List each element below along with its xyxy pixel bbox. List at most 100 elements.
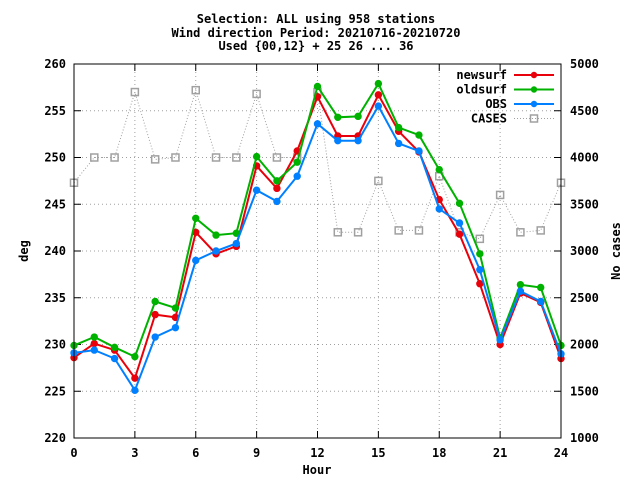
data-point-obs (252, 186, 261, 194)
data-point-oldsurf (313, 82, 322, 91)
data-point-obs (293, 172, 301, 180)
data-point-cases (90, 153, 99, 162)
y-tick-label: 255 (44, 104, 66, 118)
y2-tick-label: 4000 (570, 151, 599, 165)
data-point-oldsurf (455, 199, 464, 208)
x-tick-label: 0 (70, 446, 77, 460)
data-point-obs (110, 354, 119, 363)
x-tick-label: 21 (493, 446, 507, 460)
data-point-oldsurf (131, 352, 139, 361)
y-tick-label: 250 (44, 151, 66, 165)
y-tick-label: 245 (44, 197, 66, 211)
chart-title: Selection: ALL using 958 stations Wind d… (172, 12, 461, 53)
data-point-obs (313, 120, 322, 128)
data-point-newsurf (131, 374, 139, 382)
data-point-cases (191, 85, 200, 95)
data-point-cases (150, 155, 160, 164)
data-point-obs (496, 336, 504, 344)
data-point-oldsurf (394, 123, 403, 132)
y-tick-label: 220 (44, 431, 66, 445)
y2-tick-label: 2000 (570, 338, 599, 352)
data-point-cases (374, 176, 383, 186)
data-point-obs (537, 297, 545, 306)
y2-axis-label: No cases (609, 222, 623, 280)
data-point-obs (354, 136, 362, 145)
data-point-cases (211, 153, 221, 162)
chart-title-line-2: Wind direction Period: 20210716-20210720 (172, 26, 461, 40)
data-point-oldsurf (374, 79, 383, 88)
data-point-obs (232, 239, 241, 248)
data-point-oldsurf (476, 250, 484, 258)
data-point-obs (476, 266, 484, 274)
data-point-obs (455, 219, 464, 227)
data-point-oldsurf (516, 280, 525, 289)
legend-label-newsurf: newsurf (456, 68, 507, 82)
data-point-cases (130, 87, 140, 97)
y2-tick-label: 1000 (570, 431, 599, 445)
data-point-cases (333, 228, 343, 237)
data-point-obs (90, 346, 98, 354)
data-point-cases (252, 89, 261, 99)
legend-label-obs: OBS (485, 97, 507, 111)
y2-tick-label: 2500 (570, 291, 599, 305)
y2-tick-label: 3000 (570, 244, 599, 258)
data-point-obs (374, 102, 383, 110)
legend-marker-oldsurf (530, 86, 538, 93)
y-tick-label: 225 (44, 384, 66, 398)
data-point-oldsurf (415, 131, 423, 139)
data-point-oldsurf (293, 158, 301, 166)
data-point-obs (516, 287, 525, 295)
data-point-obs (394, 139, 403, 148)
data-point-newsurf (374, 91, 383, 99)
x-tick-label: 18 (432, 446, 446, 460)
data-point-obs (334, 136, 342, 145)
data-point-cases (475, 234, 485, 244)
data-point-cases (394, 226, 403, 235)
data-point-oldsurf (334, 113, 342, 121)
data-point-newsurf (151, 310, 159, 319)
data-point-obs (171, 323, 180, 332)
x-tick-label: 24 (554, 446, 568, 460)
data-point-cases (272, 153, 282, 162)
data-point-newsurf (476, 280, 484, 288)
y2-tick-label: 5000 (570, 57, 599, 71)
data-point-cases (353, 228, 363, 237)
x-tick-label: 3 (131, 446, 138, 460)
data-point-oldsurf (192, 214, 200, 222)
y2-tick-label: 4500 (570, 104, 599, 118)
data-point-newsurf (455, 230, 464, 238)
legend-marker-obs (530, 100, 538, 108)
x-tick-label: 6 (192, 446, 199, 460)
x-tick-label: 15 (371, 446, 385, 460)
y2-tick-label: 3500 (570, 197, 599, 211)
data-point-oldsurf (110, 343, 119, 352)
y-axis-label: deg (17, 240, 31, 262)
y-tick-label: 260 (44, 57, 66, 71)
legend-label-oldsurf: oldsurf (456, 83, 507, 97)
data-point-obs (131, 386, 139, 395)
data-point-newsurf (90, 339, 98, 348)
data-point-cases (536, 226, 545, 235)
data-point-oldsurf (212, 231, 220, 239)
chart-title-line-3: Used {00,12} + 25 26 ... 36 (218, 39, 413, 53)
data-point-cases (110, 153, 119, 162)
data-point-newsurf (273, 184, 281, 193)
legend-label-cases: CASES (471, 112, 507, 126)
legend-marker-cases (529, 114, 539, 123)
data-point-obs (435, 205, 443, 213)
data-point-oldsurf (151, 297, 159, 306)
x-tick-label: 9 (253, 446, 260, 460)
data-point-cases (495, 190, 505, 200)
data-point-oldsurf (435, 165, 443, 174)
legend-marker-newsurf (530, 71, 538, 79)
data-point-oldsurf (273, 177, 281, 185)
series-line-cases (73, 88, 562, 240)
data-point-cases (171, 153, 180, 162)
y-tick-label: 235 (44, 291, 66, 305)
data-point-oldsurf (90, 333, 98, 341)
plot-frame (73, 63, 562, 439)
data-point-obs (212, 247, 220, 255)
